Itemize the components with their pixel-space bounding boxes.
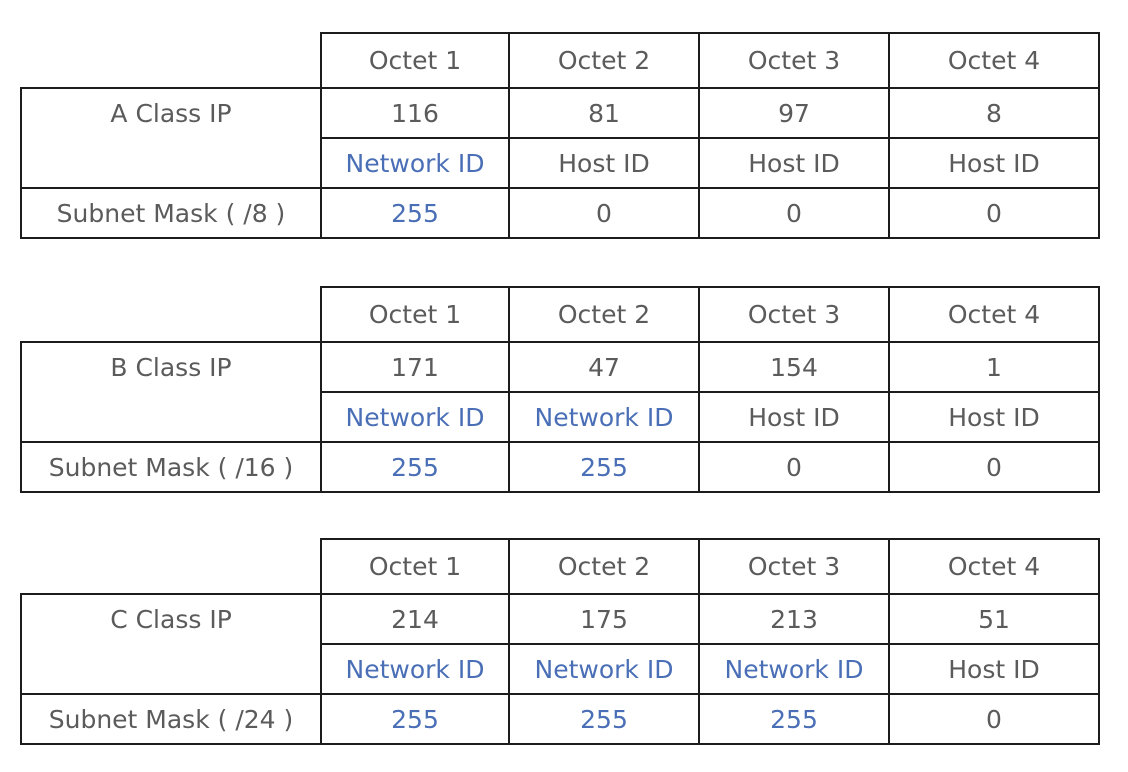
- mask-octet-1: 255: [320, 187, 510, 239]
- octet-3-role: Network ID: [698, 643, 890, 695]
- mask-octet-3: 0: [698, 187, 890, 239]
- mask-octet-4: 0: [888, 441, 1100, 493]
- octet-3-role: Host ID: [698, 391, 890, 443]
- octet-3-value: 97: [698, 87, 890, 139]
- header-octet-4: Octet 4: [888, 32, 1100, 89]
- class-b-table: Octet 1 Octet 2 Octet 3 Octet 4 B Class …: [20, 286, 1100, 493]
- octet-2-value: 175: [508, 593, 700, 645]
- class-label: B Class IP: [20, 341, 322, 443]
- header-octet-3: Octet 3: [698, 538, 890, 595]
- mask-octet-3: 255: [698, 693, 890, 745]
- octet-1-value: 116: [320, 87, 510, 139]
- octet-4-value: 1: [888, 341, 1100, 393]
- octet-4-role: Host ID: [888, 391, 1100, 443]
- mask-octet-4: 0: [888, 693, 1100, 745]
- header-octet-2: Octet 2: [508, 538, 700, 595]
- octet-1-value: 214: [320, 593, 510, 645]
- class-c-table: Octet 1 Octet 2 Octet 3 Octet 4 C Class …: [20, 538, 1100, 745]
- mask-octet-2: 0: [508, 187, 700, 239]
- mask-octet-2: 255: [508, 693, 700, 745]
- octet-4-value: 51: [888, 593, 1100, 645]
- octet-1-value: 171: [320, 341, 510, 393]
- octet-1-role: Network ID: [320, 137, 510, 189]
- octet-4-role: Host ID: [888, 643, 1100, 695]
- octet-1-role: Network ID: [320, 643, 510, 695]
- header-octet-4: Octet 4: [888, 286, 1100, 343]
- octet-4-value: 8: [888, 87, 1100, 139]
- subnet-mask-label: Subnet Mask ( /24 ): [20, 693, 322, 745]
- class-label: A Class IP: [20, 87, 322, 189]
- header-octet-3: Octet 3: [698, 286, 890, 343]
- mask-octet-1: 255: [320, 693, 510, 745]
- octet-3-value: 154: [698, 341, 890, 393]
- header-octet-2: Octet 2: [508, 286, 700, 343]
- header-octet-2: Octet 2: [508, 32, 700, 89]
- header-octet-4: Octet 4: [888, 538, 1100, 595]
- mask-octet-3: 0: [698, 441, 890, 493]
- header-octet-1: Octet 1: [320, 286, 510, 343]
- mask-octet-4: 0: [888, 187, 1100, 239]
- octet-3-value: 213: [698, 593, 890, 645]
- header-octet-1: Octet 1: [320, 538, 510, 595]
- class-label: C Class IP: [20, 593, 322, 695]
- octet-2-role: Network ID: [508, 643, 700, 695]
- subnet-mask-label: Subnet Mask ( /16 ): [20, 441, 322, 493]
- octet-2-role: Network ID: [508, 391, 700, 443]
- octet-3-role: Host ID: [698, 137, 890, 189]
- octet-4-role: Host ID: [888, 137, 1100, 189]
- header-octet-3: Octet 3: [698, 32, 890, 89]
- subnet-mask-label: Subnet Mask ( /8 ): [20, 187, 322, 239]
- mask-octet-2: 255: [508, 441, 700, 493]
- header-octet-1: Octet 1: [320, 32, 510, 89]
- class-a-table: Octet 1 Octet 2 Octet 3 Octet 4 A Class …: [20, 32, 1100, 239]
- octet-2-value: 81: [508, 87, 700, 139]
- mask-octet-1: 255: [320, 441, 510, 493]
- octet-2-value: 47: [508, 341, 700, 393]
- octet-2-role: Host ID: [508, 137, 700, 189]
- octet-1-role: Network ID: [320, 391, 510, 443]
